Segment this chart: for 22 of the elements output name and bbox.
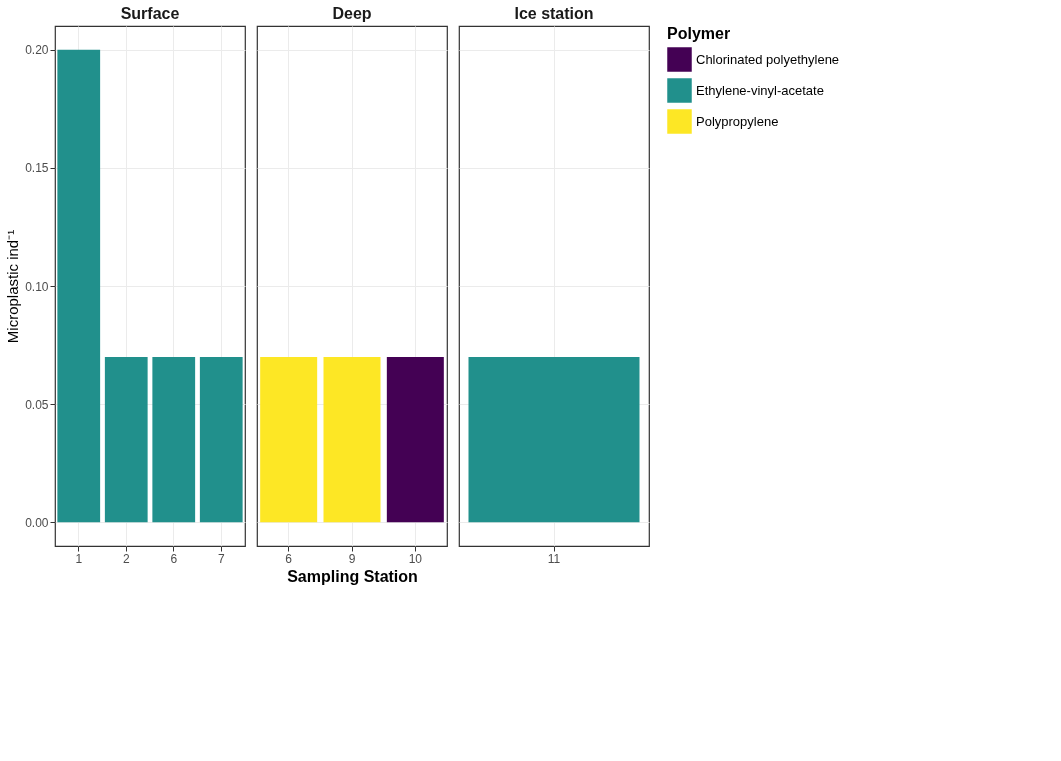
x-tick-label: 10: [408, 551, 423, 566]
x-tick-label: 9: [348, 551, 356, 566]
chart-title: Surface: [120, 5, 180, 22]
chart-title: Ice station: [514, 5, 594, 22]
x-tick-label: 7: [217, 551, 225, 566]
x-tick-label: 11: [547, 551, 561, 566]
chart-title: Deep: [332, 5, 372, 22]
x-tick-label: 2: [122, 551, 130, 566]
legend-label: Ethylene-vinyl-acetate: [696, 82, 824, 98]
y-tick-label: 0.20: [25, 43, 49, 58]
x-tick-label: 6: [170, 551, 178, 566]
legend-title: Polymer: [667, 25, 731, 42]
y-tick-label: 0.00: [25, 515, 49, 530]
y-tick-label: 0.15: [25, 161, 49, 176]
y-tick-label: 0.05: [25, 397, 49, 412]
x-axis-title: Sampling Station: [287, 567, 418, 585]
y-tick-label: 0.10: [25, 279, 49, 294]
legend-label: Polypropylene: [696, 113, 779, 129]
y-axis-title: Microplastic ind⁻¹: [4, 229, 22, 344]
x-tick-label: 1: [75, 551, 83, 566]
x-tick-label: 6: [285, 551, 293, 566]
legend-label: Chlorinated polyethylene: [696, 51, 840, 67]
